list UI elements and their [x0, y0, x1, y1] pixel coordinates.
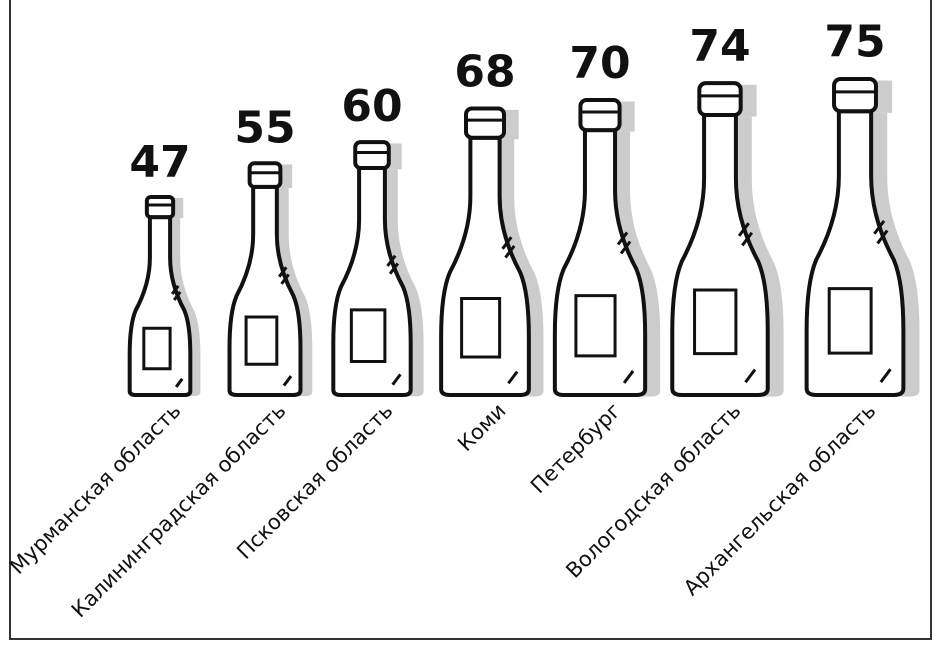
- cork: [466, 108, 504, 137]
- value-label: 74: [689, 21, 750, 72]
- cork: [355, 142, 389, 168]
- cork: [699, 83, 740, 115]
- page: 47Мурманская область55Калининградская об…: [0, 0, 939, 649]
- cork: [250, 163, 281, 187]
- value-label: 55: [234, 103, 295, 154]
- value-label: 75: [824, 17, 885, 68]
- cork: [580, 100, 619, 130]
- value-label: 47: [129, 137, 190, 188]
- cork: [834, 79, 876, 111]
- cork: [147, 197, 173, 217]
- value-label: 68: [454, 47, 515, 98]
- chart: 47Мурманская область55Калининградская об…: [0, 0, 939, 649]
- value-label: 70: [569, 38, 630, 89]
- value-label: 60: [341, 81, 402, 132]
